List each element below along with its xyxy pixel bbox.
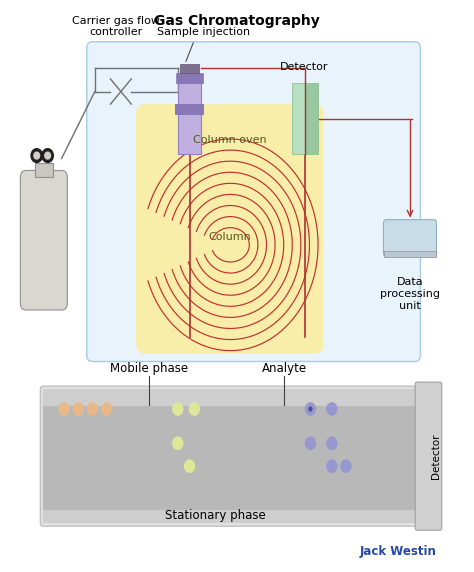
- Circle shape: [42, 149, 53, 162]
- Circle shape: [305, 402, 316, 416]
- Circle shape: [305, 436, 316, 450]
- Circle shape: [308, 406, 313, 412]
- Circle shape: [340, 459, 352, 473]
- FancyBboxPatch shape: [383, 220, 437, 256]
- Bar: [43, 510, 417, 523]
- Text: Column: Column: [209, 232, 251, 243]
- Text: Jack Westin: Jack Westin: [359, 545, 436, 558]
- Text: Data
processing
unit: Data processing unit: [380, 277, 440, 311]
- Text: Detector: Detector: [431, 434, 441, 479]
- Bar: [175, 104, 204, 115]
- Circle shape: [189, 402, 200, 416]
- Bar: [43, 407, 417, 510]
- Circle shape: [34, 152, 39, 159]
- Text: Sample injection: Sample injection: [157, 27, 250, 37]
- Circle shape: [73, 402, 84, 416]
- Text: Mobile phase: Mobile phase: [110, 362, 188, 375]
- Text: Analyte: Analyte: [262, 362, 307, 375]
- Bar: [176, 73, 203, 83]
- Text: Detector: Detector: [280, 62, 328, 72]
- FancyBboxPatch shape: [384, 252, 436, 256]
- Circle shape: [326, 436, 337, 450]
- FancyBboxPatch shape: [40, 386, 419, 526]
- Circle shape: [172, 402, 183, 416]
- Bar: [35, 163, 53, 177]
- Circle shape: [87, 402, 98, 416]
- Circle shape: [326, 402, 337, 416]
- Circle shape: [58, 402, 70, 416]
- FancyBboxPatch shape: [136, 104, 324, 353]
- Text: Gas Chromatography: Gas Chromatography: [154, 14, 320, 28]
- FancyBboxPatch shape: [87, 42, 420, 362]
- Bar: [292, 83, 304, 154]
- Text: Stationary phase: Stationary phase: [165, 509, 266, 522]
- Bar: [304, 83, 318, 154]
- Text: Carrier gas flow
controller: Carrier gas flow controller: [72, 15, 160, 37]
- Circle shape: [172, 436, 183, 450]
- Circle shape: [45, 152, 50, 159]
- FancyBboxPatch shape: [415, 382, 442, 530]
- Circle shape: [184, 459, 195, 473]
- Circle shape: [326, 459, 337, 473]
- Circle shape: [101, 402, 112, 416]
- Bar: [180, 64, 199, 73]
- Text: Column oven: Column oven: [193, 135, 267, 145]
- Circle shape: [31, 149, 43, 162]
- Bar: [43, 389, 417, 407]
- FancyBboxPatch shape: [20, 170, 67, 310]
- Bar: [178, 83, 201, 154]
